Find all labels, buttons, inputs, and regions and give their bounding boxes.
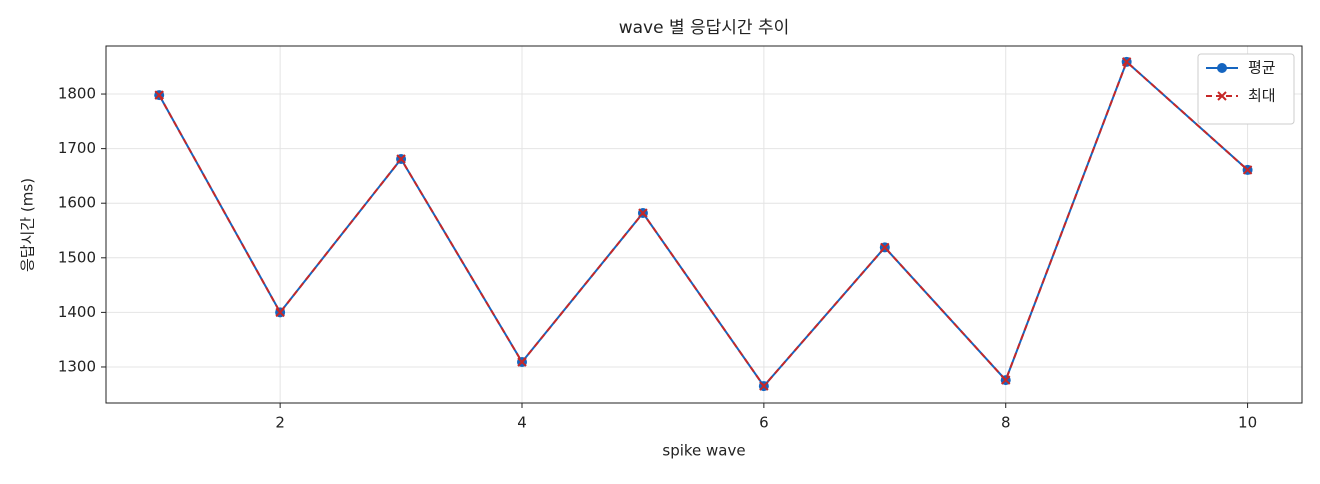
marker xyxy=(396,154,406,164)
x-tick-label: 4 xyxy=(517,414,527,432)
line xyxy=(158,60,1249,388)
line xyxy=(158,60,1249,388)
y-tick-label: 1700 xyxy=(58,139,96,157)
marker xyxy=(638,208,648,218)
marker xyxy=(759,381,769,391)
plot-frame xyxy=(105,45,1303,404)
marker xyxy=(880,242,890,253)
y-tick-label: 1500 xyxy=(58,248,96,266)
y-tick-label: 1300 xyxy=(58,357,96,375)
legend-label: 최대 xyxy=(1248,87,1276,105)
x-tick-label: 2 xyxy=(275,414,285,432)
marker xyxy=(1242,165,1253,175)
marker xyxy=(1001,375,1011,385)
x-axis-label: spike wave xyxy=(662,442,745,460)
y-tick-label: 1600 xyxy=(58,194,96,212)
y-tick-label: 1400 xyxy=(58,303,96,321)
x-tick-label: 8 xyxy=(1001,414,1011,432)
x-tick-label: 6 xyxy=(759,414,769,432)
x-tick-label: 10 xyxy=(1238,414,1257,432)
marker xyxy=(1217,63,1227,73)
y-axis-label: 응답시간 (ms) xyxy=(19,178,37,272)
marker xyxy=(1217,91,1227,101)
legend-box xyxy=(1197,53,1295,125)
marker xyxy=(517,357,527,367)
marker xyxy=(275,307,285,318)
chart-title: wave 별 응답시간 추이 xyxy=(619,18,790,38)
legend-label: 평균 xyxy=(1248,59,1276,77)
y-tick-label: 1800 xyxy=(58,85,96,103)
marker xyxy=(1121,57,1132,67)
marker xyxy=(154,90,164,100)
